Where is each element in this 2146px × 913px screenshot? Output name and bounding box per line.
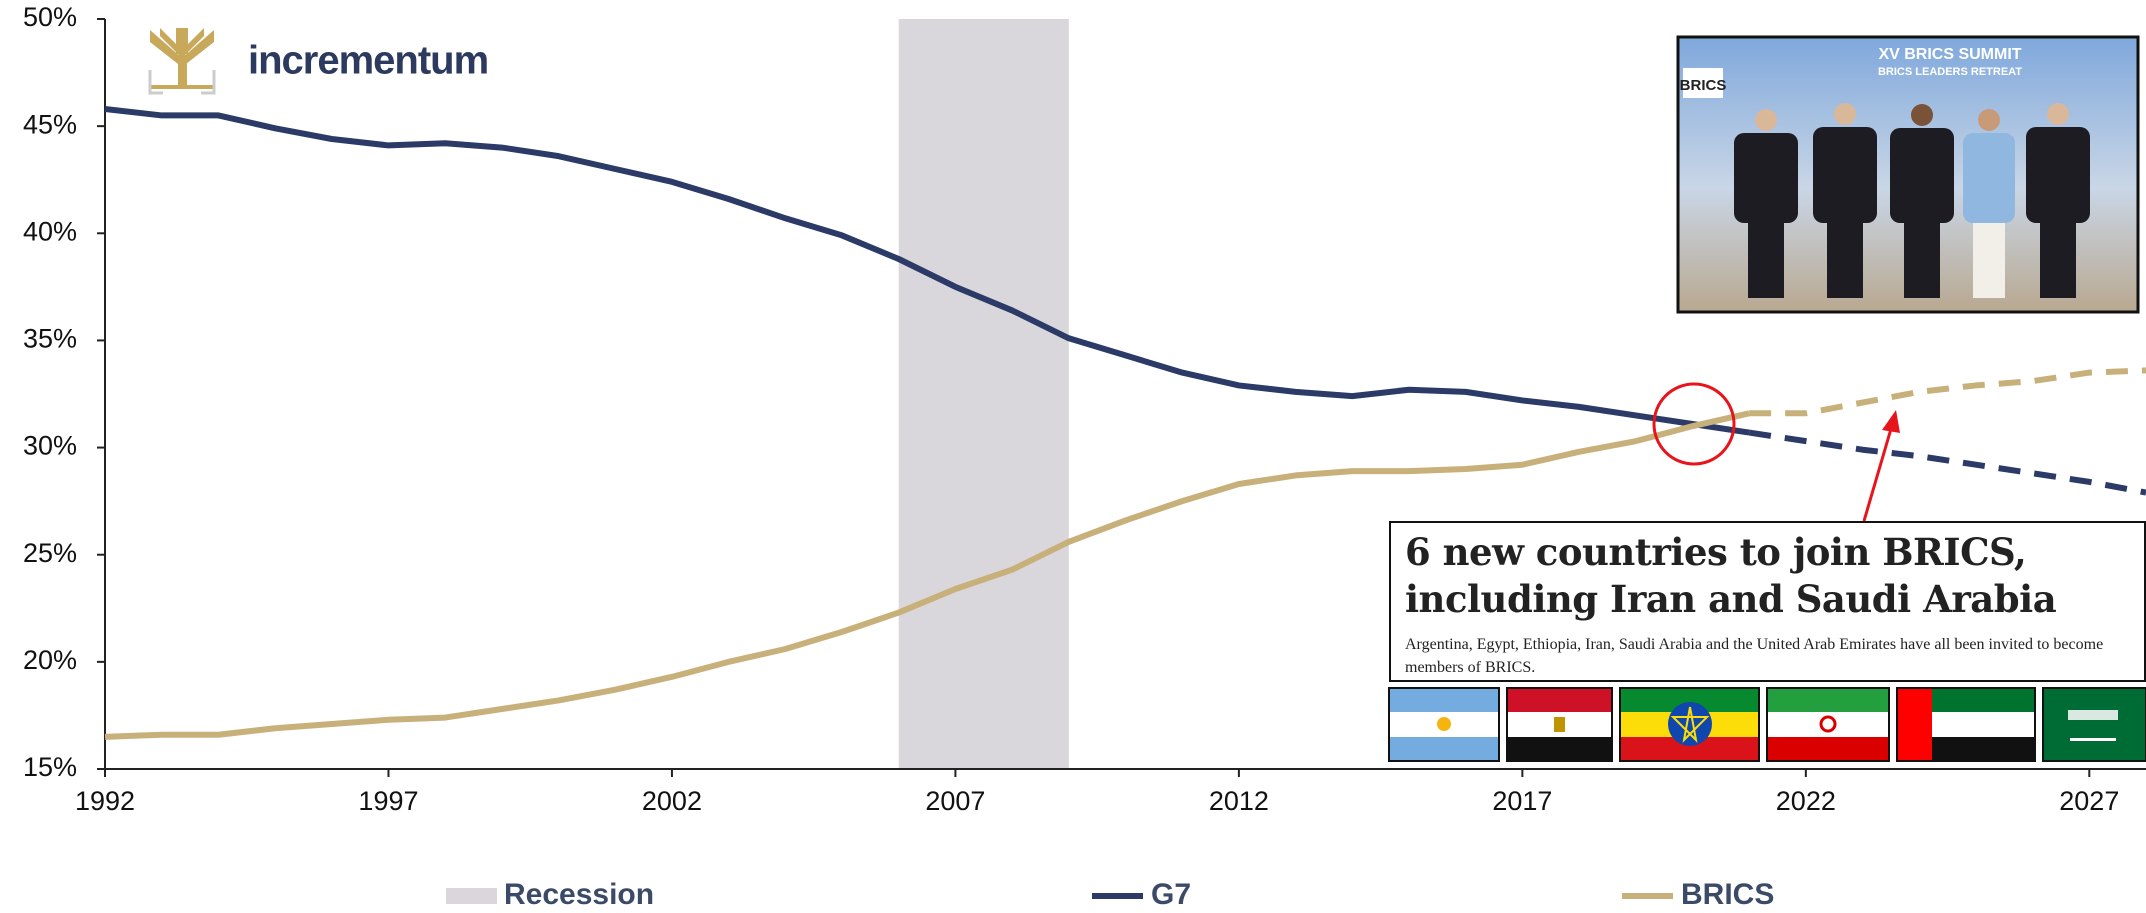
flag-egypt [1507, 688, 1612, 761]
y-tick-label: 15% [23, 752, 77, 782]
legend-swatch [446, 888, 497, 904]
y-tick-label: 25% [23, 538, 77, 568]
brand: incrementum [248, 39, 488, 83]
flag-argentina [1389, 688, 1499, 761]
series-line [104, 410, 1750, 740]
highlight-circle [1652, 382, 1736, 466]
logo-frame [148, 70, 216, 95]
photo-title: XV BRICS SUMMIT [1878, 46, 2021, 63]
photo-subtitle: BRICS LEADERS RETREAT [1878, 66, 2022, 78]
logo: incrementum [148, 28, 489, 95]
legend: Recession G7 BRICS [446, 878, 1774, 911]
flag-iran [1767, 688, 1889, 761]
plot-background: 15% 20% 25% 30% 35% 40% 45% 50% 1992 1997 2002 2007… [23, 2, 2146, 816]
annotation-headline: 6 new countries to join BRICS, including… [1405, 530, 2057, 621]
summit-photo: XV BRICS SUMMIT BRICS LEADERS RETREAT BR… [1676, 35, 2140, 314]
legend-label: G7 [1151, 878, 1191, 911]
annotation-box: 6 new countries to join BRICS, including… [1389, 521, 2146, 682]
photo-logo [1683, 68, 1723, 98]
y-tick-label: 35% [23, 324, 77, 354]
annotation-text: Argentina, Egypt, Ethiopia, Iran, Saudi … [1405, 636, 2104, 676]
series-line-forecast [1749, 367, 2146, 417]
flag-ethiopia [1620, 688, 1759, 761]
y-tick-label: 45% [23, 109, 77, 139]
flag-uae [1897, 688, 2035, 761]
logo-icon [150, 28, 214, 89]
x-tick-label: 2012 [1209, 786, 1269, 816]
x-tick-label: 2022 [1776, 786, 1836, 816]
plot-area [104, 106, 2146, 740]
y-tick-label: 50% [23, 2, 77, 32]
series-line-forecast [1748, 429, 2146, 496]
x-tick-label: 1997 [358, 786, 418, 816]
x-tick-label: 2027 [2059, 786, 2119, 816]
series-line [104, 106, 1750, 436]
recession-band [898, 19, 1069, 769]
y-tick-label: 30% [23, 431, 77, 461]
arrow-head [1882, 410, 1900, 433]
x-tick-label: 1992 [75, 786, 135, 816]
y-tick-label: 20% [23, 645, 77, 675]
flag-saudi-arabia [2043, 688, 2146, 761]
flags [1388, 687, 2146, 762]
x-tick-label: 2007 [925, 786, 985, 816]
legend-label: BRICS [1681, 878, 1774, 911]
x-tick-label: 2002 [642, 786, 702, 816]
photo-people [1734, 103, 2090, 298]
x-tick-label: 2017 [1492, 786, 1552, 816]
photo-logo-text: BRICS [1680, 77, 1727, 94]
y-tick-label: 40% [23, 216, 77, 246]
legend-label: Recession [504, 878, 654, 911]
arrow [1862, 421, 1895, 522]
